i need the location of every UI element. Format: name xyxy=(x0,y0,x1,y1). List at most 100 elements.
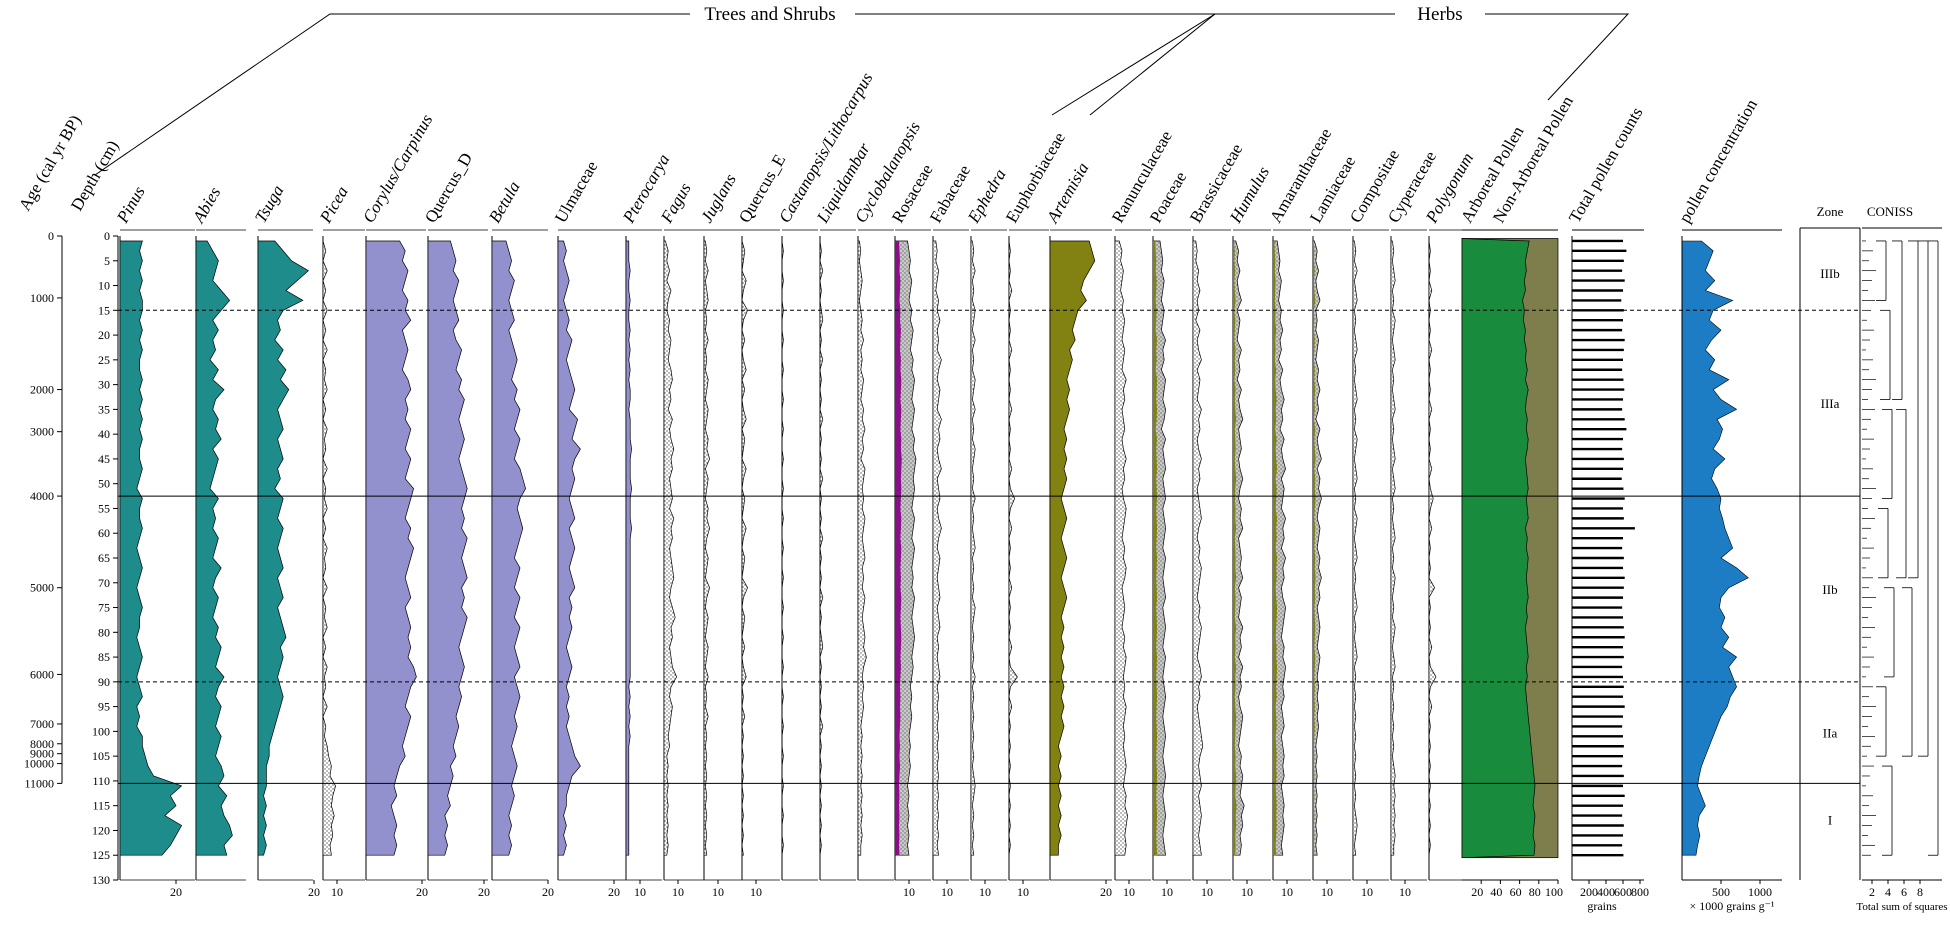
taxon-panel: Fagus 10 xyxy=(657,179,704,899)
depth-tick-label: 40 xyxy=(98,427,110,441)
concentration-area xyxy=(1681,240,1749,856)
age-tick-label: 3000 xyxy=(30,425,54,439)
taxon-curve xyxy=(365,240,417,856)
taxon-tick-label: 10 xyxy=(903,885,915,899)
zone-label: I xyxy=(1828,812,1832,827)
taxon-curve xyxy=(322,240,336,856)
herbs-bracket-left xyxy=(1089,13,1395,116)
taxon-tick-label: 20 xyxy=(478,885,490,899)
depth-tick-label: 50 xyxy=(98,477,110,491)
age-tick-label: 11000 xyxy=(24,776,54,790)
taxon-curve xyxy=(1008,240,1018,856)
taxon-curve xyxy=(257,240,309,856)
taxon-curve xyxy=(663,240,677,856)
taxon-panel: Pinus 20 xyxy=(113,183,195,899)
taxon-tick-label: 10 xyxy=(750,885,762,899)
taxon-curve xyxy=(1049,240,1096,856)
pc-tick-label: 1000 xyxy=(1748,885,1772,899)
ap-tick-label: 80 xyxy=(1529,885,1541,899)
group-headers: Trees and Shrubs Herbs xyxy=(94,4,1630,176)
taxon-curve xyxy=(1428,240,1437,856)
coniss-tick-label: 2 xyxy=(1869,885,1875,899)
age-tick-label: 8000 xyxy=(30,737,54,751)
tc-unit: grains xyxy=(1587,899,1617,913)
taxon-curve xyxy=(119,240,183,856)
taxon-panel: Ulmaceae 20 xyxy=(551,158,626,899)
pc-unit: × 1000 grains g⁻¹ xyxy=(1689,899,1774,913)
depth-tick-label: 95 xyxy=(98,700,110,714)
taxon-tick-label: 10 xyxy=(1399,885,1411,899)
depth-tick-label: 35 xyxy=(98,402,110,416)
tc-tick-label: 800 xyxy=(1631,885,1649,899)
taxon-curve xyxy=(491,240,526,856)
taxon-curve xyxy=(1114,240,1128,856)
depth-tick-label: 90 xyxy=(98,675,110,689)
taxon-panel: Abies xyxy=(189,183,246,881)
taxon-label: Ulmaceae xyxy=(551,158,601,226)
taxon-curve xyxy=(1272,240,1286,856)
depth-tick-label: 105 xyxy=(92,749,110,763)
taxon-panel: Tsuga 20 xyxy=(251,182,320,899)
age-tick-label: 2000 xyxy=(30,383,54,397)
taxon-curve xyxy=(857,240,867,856)
pc-tick-label: 500 xyxy=(1712,885,1730,899)
taxon-label: Quercus_D xyxy=(421,149,476,226)
taxon-tick-label: 20 xyxy=(416,885,428,899)
depth-tick-label: 75 xyxy=(98,601,110,615)
taxon-tick-label: 10 xyxy=(1201,885,1213,899)
age-tick-label: 0 xyxy=(48,229,54,243)
taxon-tick-label: 20 xyxy=(608,885,620,899)
taxon-tick-label: 10 xyxy=(1017,885,1029,899)
tc-tick-label: 200 xyxy=(1580,885,1598,899)
depth-tick-label: 55 xyxy=(98,501,110,515)
taxon-label: Pinus xyxy=(113,183,150,227)
tc-label: Total pollen counts xyxy=(1565,104,1646,226)
depth-tick-label: 125 xyxy=(92,848,110,862)
taxon-curve-core xyxy=(895,241,902,856)
ap-tick-label: 40 xyxy=(1490,885,1502,899)
taxon-tick-label: 10 xyxy=(1281,885,1293,899)
age-tick-label: 6000 xyxy=(30,667,54,681)
depth-tick-label: 80 xyxy=(98,625,110,639)
coniss-xlabel: Total sum of squares xyxy=(1856,901,1947,913)
depth-tick-label: 25 xyxy=(98,353,110,367)
taxon-tick-label: 20 xyxy=(1100,885,1112,899)
depth-tick-label: 60 xyxy=(98,526,110,540)
tc-tick-label: 600 xyxy=(1614,885,1632,899)
herbs-bracket-right xyxy=(1485,13,1630,101)
zone-label: IIIa xyxy=(1821,396,1840,411)
depth-axis: 0 5 10 15 20 25 30 35 40 45 50 55 60 65 70 75 80 85 90 95 10… xyxy=(92,229,119,887)
taxon-panel: Quercus_D 20 xyxy=(421,149,490,899)
age-axis: 0 1000 2000 3000 4000 5000 6000 7000 80009000100… xyxy=(24,229,63,790)
zone-label: IIa xyxy=(1823,726,1838,741)
taxon-curve xyxy=(1312,240,1322,856)
depth-tick-label: 65 xyxy=(98,551,110,565)
taxon-curve xyxy=(1232,240,1245,856)
taxon-tick-label: 10 xyxy=(1123,885,1135,899)
taxon-tick-label: 10 xyxy=(941,885,953,899)
taxon-curve-core xyxy=(1233,241,1237,856)
taxon-label: Picea xyxy=(316,183,352,227)
group-label-trees: Trees and Shrubs xyxy=(704,4,835,25)
taxon-tick-label: 10 xyxy=(712,885,724,899)
depth-tick-label: 15 xyxy=(98,303,110,317)
taxon-panel: Picea 10 xyxy=(316,183,365,899)
depth-axis-label: Depth (cm) xyxy=(67,137,122,214)
concentration-panel: 500 1000× 1000 grains g⁻¹ pollen concentra… xyxy=(1675,95,1782,913)
taxon-label: Betula xyxy=(485,178,524,226)
taxon-label: Juglans xyxy=(697,170,740,226)
tc-tick-label: 400 xyxy=(1597,885,1615,899)
zone-lines xyxy=(118,309,1860,784)
taxon-curve-core xyxy=(1153,241,1157,856)
taxon-curve xyxy=(741,240,748,856)
taxon-curve xyxy=(557,240,581,856)
depth-tick-label: 120 xyxy=(92,823,110,837)
taxon-panel: Juglans 10 xyxy=(697,170,742,899)
taxon-curve xyxy=(703,240,710,856)
depth-tick-label: 85 xyxy=(98,650,110,664)
